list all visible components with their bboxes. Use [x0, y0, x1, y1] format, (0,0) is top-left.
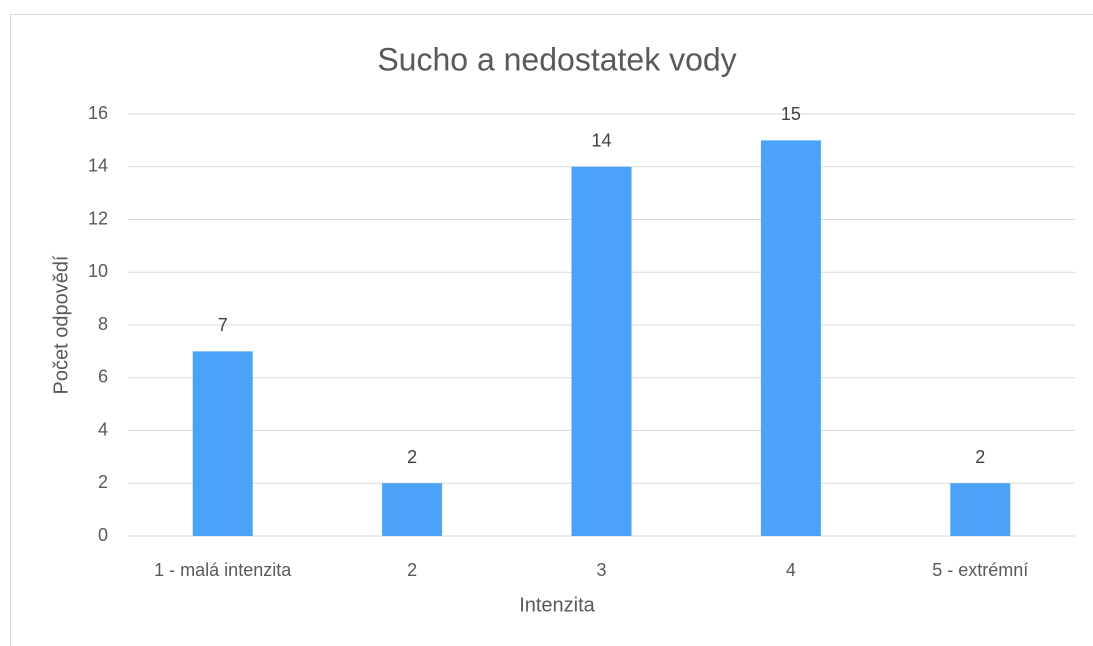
x-tick-label: 1 - malá intenzita — [154, 560, 292, 580]
x-axis-title: Intenzita — [519, 594, 595, 616]
bar — [192, 351, 253, 536]
y-axis-title: Počet odpovědí — [50, 255, 72, 394]
y-tick-label: 12 — [88, 208, 108, 228]
y-tick-label: 4 — [98, 419, 108, 439]
bar — [382, 483, 443, 536]
chart-title: Sucho a nedostatek vody — [377, 41, 736, 77]
data-label: 2 — [975, 447, 985, 467]
x-tick-label: 5 - extrémní — [932, 560, 1028, 580]
y-tick-label: 16 — [88, 103, 108, 123]
x-tick-label: 2 — [407, 560, 417, 580]
data-label: 7 — [218, 315, 228, 335]
y-tick-label: 14 — [88, 156, 108, 176]
y-tick-label: 2 — [98, 472, 108, 492]
y-tick-label: 0 — [98, 525, 108, 545]
data-label: 14 — [591, 131, 611, 151]
x-tick-label: 3 — [596, 560, 606, 580]
bar — [760, 140, 821, 536]
x-tick-label: 4 — [786, 560, 796, 580]
data-label: 2 — [407, 447, 417, 467]
bar — [950, 483, 1011, 536]
y-tick-label: 6 — [98, 367, 108, 387]
chart-frame — [10, 14, 1093, 646]
data-label: 15 — [781, 104, 801, 124]
y-tick-label: 10 — [88, 261, 108, 281]
y-tick-label: 8 — [98, 314, 108, 334]
bar — [571, 166, 632, 536]
